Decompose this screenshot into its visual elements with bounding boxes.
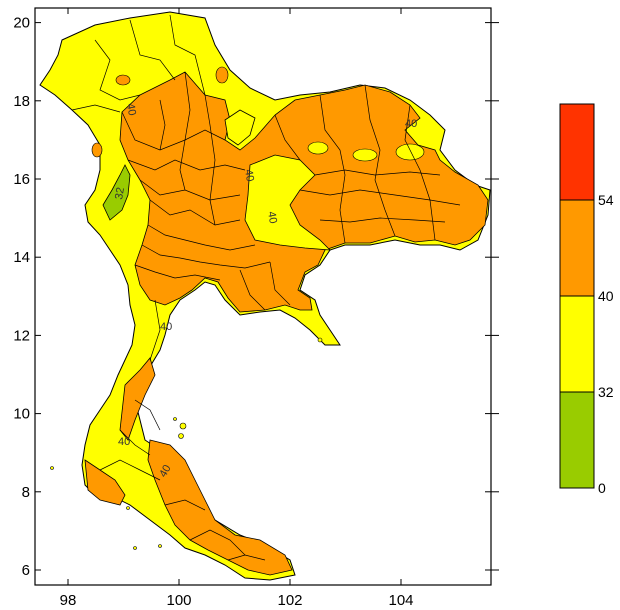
- legend-swatch: [559, 199, 595, 297]
- land-yellow-patch-3: [307, 141, 329, 155]
- y-tick-label: 16: [13, 171, 30, 188]
- x-tick-label: 100: [166, 592, 191, 609]
- y-tick-label: 20: [13, 15, 30, 32]
- contour-label-32: 32: [113, 186, 127, 200]
- land-orange-south-1: [119, 357, 156, 441]
- contour-label: 40: [118, 436, 130, 448]
- y-tick-label: 18: [13, 93, 30, 110]
- x-tick-label: 98: [60, 592, 77, 609]
- land-green-west: [102, 164, 131, 221]
- land-orange-patch-north-2: [215, 66, 229, 84]
- land-yellow-pocket-north: [224, 109, 256, 146]
- y-tick-label: 12: [13, 327, 30, 344]
- legend-label: 32: [598, 384, 614, 400]
- legend-label: 0: [598, 480, 606, 496]
- legend-swatch: [559, 295, 595, 393]
- y-tick-label: 6: [22, 562, 30, 579]
- contour-label: 40: [242, 168, 256, 182]
- land-yellow-pocket-east: [244, 154, 332, 251]
- land-yellow-patch-1: [352, 148, 378, 162]
- legend-label: 40: [598, 288, 614, 304]
- islands: [50, 337, 323, 550]
- land-orange-south-2: [84, 459, 126, 506]
- legend: 54 40 32 0: [559, 103, 614, 496]
- contour-label: 40: [160, 321, 172, 333]
- land-orange-patch-north-3: [91, 142, 103, 158]
- land-orange-patch-north-1: [115, 74, 131, 86]
- y-axis: 6 8 10 12 14 16 18 20: [13, 15, 499, 579]
- x-axis: 98 100 102 104: [60, 8, 414, 609]
- y-tick-label: 8: [22, 484, 30, 501]
- y-tick-label: 14: [13, 249, 30, 266]
- contour-label: 40: [405, 118, 417, 130]
- legend-swatch: [559, 391, 595, 489]
- y-tick-label: 10: [13, 406, 30, 423]
- contour-label: 40: [157, 463, 174, 480]
- contour-label: 40: [124, 102, 138, 116]
- province-borders: [71, 14, 461, 561]
- x-tick-label: 104: [388, 592, 413, 609]
- contour-label: 40: [265, 210, 279, 224]
- land-orange-south-3: [147, 439, 293, 576]
- x-tick-label: 102: [277, 592, 302, 609]
- legend-swatch: [559, 103, 595, 201]
- land-yellow-patch-2: [395, 143, 425, 161]
- land-orange-central: [119, 71, 489, 313]
- map-layer: [39, 11, 491, 581]
- legend-label: 54: [598, 192, 614, 208]
